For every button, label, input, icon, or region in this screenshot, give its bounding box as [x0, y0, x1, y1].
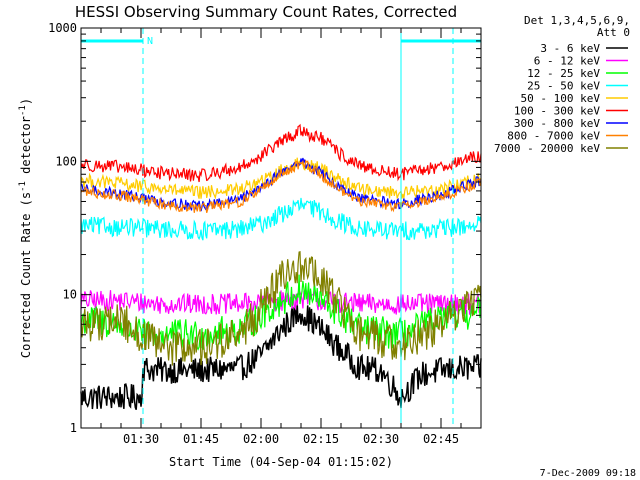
y-tick-label: 1000: [48, 21, 77, 35]
y-tick-label: 1: [70, 421, 77, 435]
series-line-7: [80, 159, 482, 213]
series-line-1: [80, 286, 482, 315]
legend-label: 50 - 100 keV: [521, 92, 601, 105]
x-tick-label: 02:00: [243, 432, 279, 446]
legend-header-attenuator: Att 0: [597, 26, 630, 39]
legend-label: 800 - 7000 keV: [507, 130, 600, 143]
series-line-8: [80, 250, 482, 366]
x-tick-label: 02:15: [303, 432, 339, 446]
x-axis-label: Start Time (04-Sep-04 01:15:02): [169, 455, 393, 469]
plot-area: N: [80, 28, 482, 428]
legend-label: 3 - 6 keV: [540, 42, 600, 55]
legend-label: 7000 - 20000 keV: [494, 142, 600, 155]
y-axis-label: Corrected Count Rate (s-1 detector-1): [18, 98, 33, 358]
series-line-3: [80, 197, 482, 241]
x-tick-label: 02:45: [423, 432, 459, 446]
night-label: N: [147, 36, 153, 47]
x-tick-label: 01:45: [183, 432, 219, 446]
legend-header-detectors: Det 1,3,4,5,6,9,: [524, 14, 630, 27]
x-axis: 01:30 01:45 02:00 02:15 02:30 02:45: [100, 28, 462, 446]
series-line-4: [80, 157, 482, 200]
y-tick-label: 10: [63, 288, 77, 302]
legend-label: 100 - 300 keV: [514, 105, 600, 118]
y-axis: 1 10 100 1000: [48, 21, 481, 435]
legend-label: 300 - 800 keV: [514, 117, 600, 130]
x-tick-label: 02:30: [363, 432, 399, 446]
legend-label: 6 - 12 keV: [534, 55, 601, 68]
series-line-5: [80, 123, 482, 183]
x-tick-label: 01:30: [123, 432, 159, 446]
date-stamp: 7-Dec-2009 09:18: [540, 468, 636, 479]
chart-title: HESSI Observing Summary Count Rates, Cor…: [75, 3, 457, 21]
y-tick-label: 100: [55, 154, 77, 168]
legend-label: 25 - 50 keV: [527, 80, 600, 93]
series-line-0: [80, 304, 482, 410]
legend-label: 12 - 25 keV: [527, 67, 600, 80]
